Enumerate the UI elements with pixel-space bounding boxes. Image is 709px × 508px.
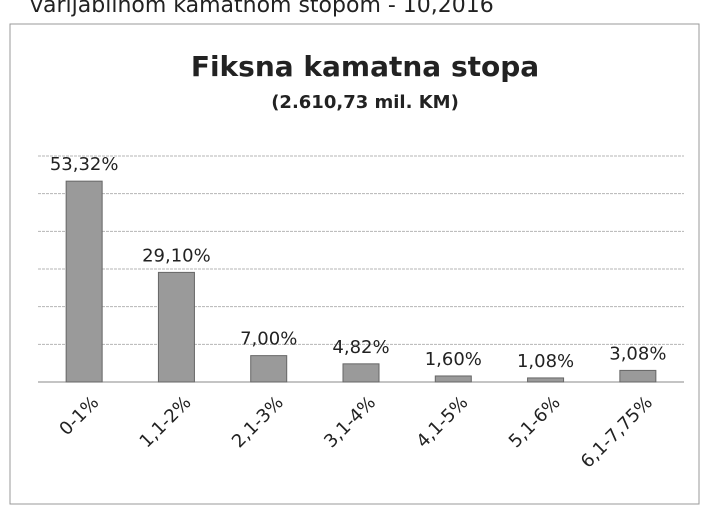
chart-subtitle: (2.610,73 mil. KM): [271, 92, 459, 113]
bar: [250, 355, 288, 383]
x-tick-label: 0-1%: [55, 392, 103, 440]
x-tick-label: 3,1-4%: [320, 392, 380, 452]
bar: [342, 363, 380, 383]
header-text: varijabilnom kamatnom stopom - 10,2016: [30, 0, 494, 18]
bar: [619, 369, 657, 383]
bar: [65, 180, 103, 383]
data-label: 7,00%: [240, 329, 297, 350]
x-tick-label: 4,1-5%: [412, 392, 472, 452]
x-tick-label: 1,1-2%: [136, 392, 196, 452]
data-label: 29,10%: [142, 245, 211, 266]
data-label: 4,82%: [332, 337, 389, 358]
chart-title: Fiksna kamatna stopa: [191, 50, 539, 83]
bar: [527, 377, 565, 383]
data-label: 1,60%: [425, 349, 482, 370]
x-tick-label: 6,1-7,75%: [577, 392, 657, 472]
data-label: 1,08%: [517, 351, 574, 372]
x-tick-label: 5,1-6%: [505, 392, 565, 452]
data-label: 53,32%: [50, 154, 119, 175]
bar: [157, 271, 195, 383]
chart-frame: [9, 23, 700, 505]
data-label: 3,08%: [609, 343, 666, 364]
bar: [434, 375, 472, 383]
x-tick-label: 2,1-3%: [228, 392, 288, 452]
